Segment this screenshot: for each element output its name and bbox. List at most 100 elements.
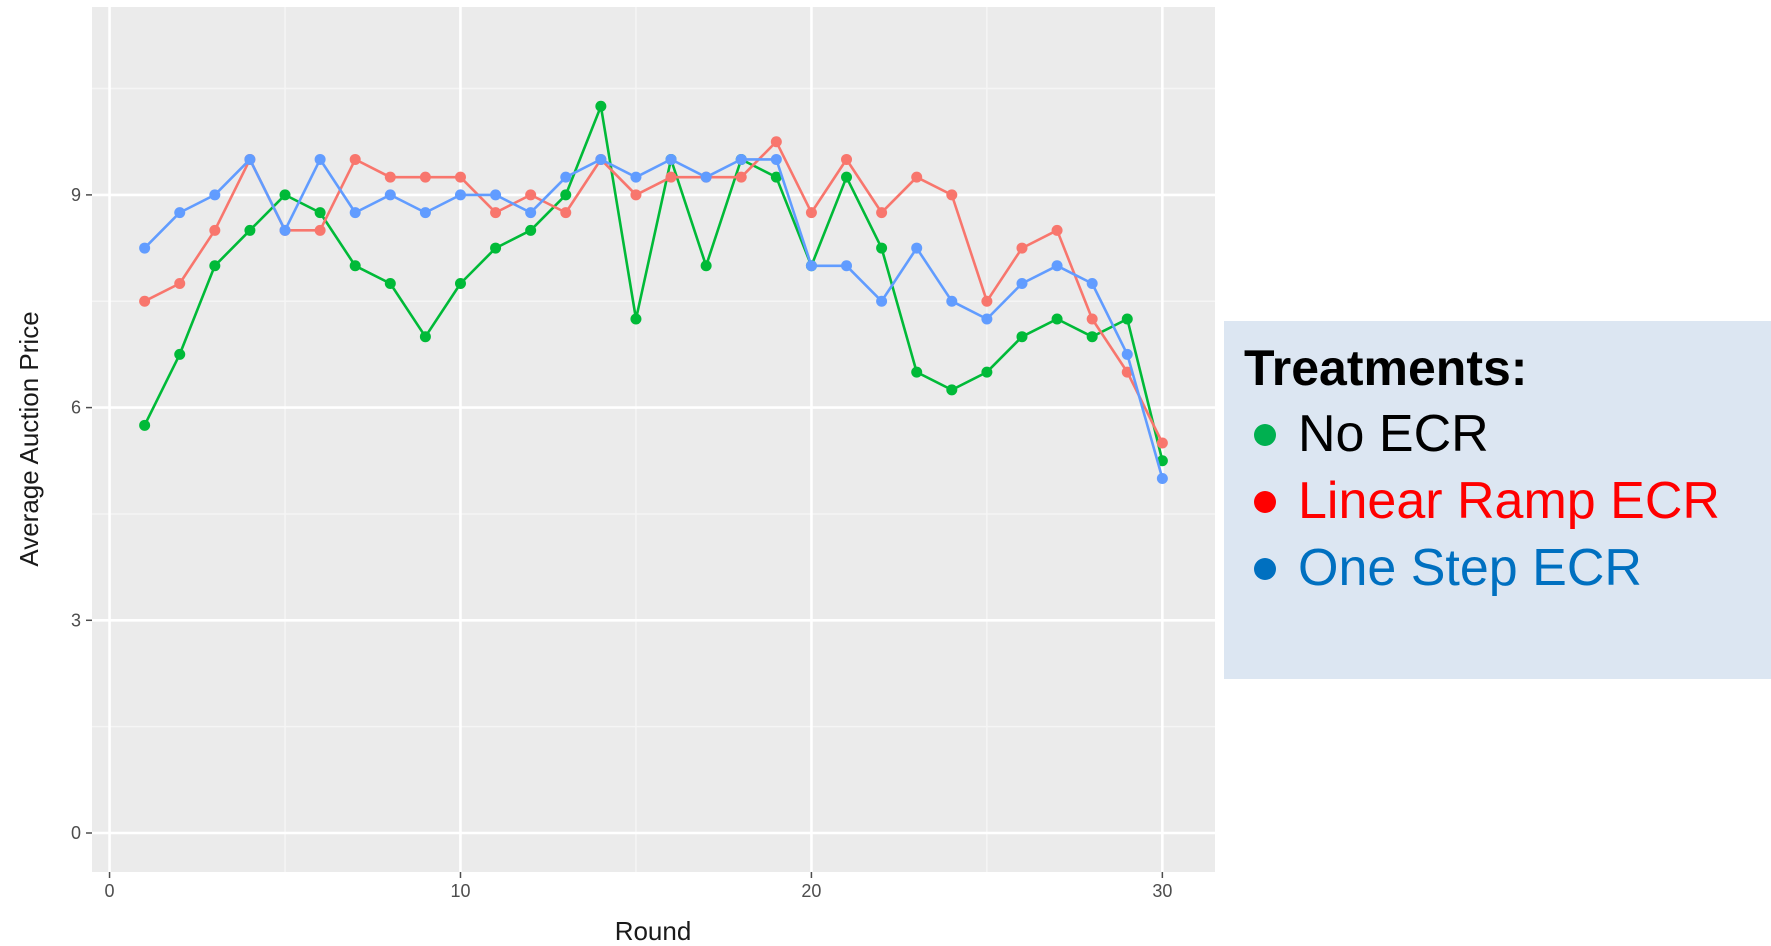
x-tick-label: 10 [450, 881, 470, 901]
legend-dot-no-ecr [1254, 423, 1276, 446]
x-tick-label: 30 [1152, 881, 1172, 901]
series-linear_ramp_ecr [139, 136, 1168, 449]
data-point-one_step_ecr [419, 207, 431, 219]
data-point-linear_ramp_ecr [630, 189, 642, 201]
data-point-no_ecr [981, 366, 993, 378]
legend-item-linear-ramp-ecr: Linear Ramp ECR [1244, 468, 1771, 535]
data-point-linear_ramp_ecr [1051, 224, 1063, 236]
data-point-no_ecr [560, 189, 572, 201]
legend-dot-linear-ramp-ecr [1254, 490, 1276, 513]
data-point-one_step_ecr [700, 171, 712, 183]
x-axis-title: Round [615, 916, 692, 946]
data-point-no_ecr [244, 224, 256, 236]
data-point-one_step_ecr [279, 224, 291, 236]
legend-item-one-step-ecr: One Step ECR [1244, 535, 1771, 602]
data-point-no_ecr [700, 260, 712, 272]
series-line-no_ecr [143, 105, 1164, 462]
data-point-linear_ramp_ecr [1086, 313, 1098, 325]
data-point-one_step_ecr [209, 189, 221, 201]
data-point-linear_ramp_ecr [1121, 366, 1133, 378]
data-point-linear_ramp_ecr [805, 207, 817, 219]
y-tick-label: 0 [71, 823, 81, 843]
data-point-no_ecr [1121, 313, 1133, 325]
plot-panel [92, 7, 1215, 872]
data-point-no_ecr [279, 189, 291, 201]
data-point-linear_ramp_ecr [911, 171, 923, 183]
data-point-linear_ramp_ecr [349, 153, 361, 165]
data-point-linear_ramp_ecr [981, 295, 993, 307]
data-point-one_step_ecr [490, 189, 502, 201]
data-point-one_step_ecr [1086, 278, 1098, 290]
data-point-one_step_ecr [630, 171, 642, 183]
series-layer [139, 100, 1168, 484]
data-point-one_step_ecr [349, 207, 361, 219]
data-point-no_ecr [630, 313, 642, 325]
y-axis-title: Average Auction Price [14, 311, 44, 566]
data-point-linear_ramp_ecr [1016, 242, 1028, 254]
legend-label-no-ecr: No ECR [1298, 405, 1489, 463]
data-point-no_ecr [1156, 455, 1168, 467]
axis-ticks: 0 10 20 30 0 3 6 9 [71, 185, 1172, 901]
data-point-one_step_ecr [244, 153, 256, 165]
legend-item-no-ecr: No ECR [1244, 401, 1771, 468]
data-point-one_step_ecr [314, 153, 326, 165]
data-point-one_step_ecr [1121, 348, 1133, 360]
data-point-one_step_ecr [1156, 472, 1168, 484]
data-point-no_ecr [314, 207, 326, 219]
series-line-linear_ramp_ecr [144, 140, 1164, 444]
data-point-linear_ramp_ecr [454, 171, 466, 183]
data-point-no_ecr [454, 278, 466, 290]
data-point-one_step_ecr [665, 153, 677, 165]
y-tick-label: 9 [71, 185, 81, 205]
data-point-no_ecr [1051, 313, 1063, 325]
data-point-linear_ramp_ecr [946, 189, 958, 201]
data-point-no_ecr [419, 331, 431, 343]
data-point-linear_ramp_ecr [314, 224, 326, 236]
data-point-one_step_ecr [735, 153, 747, 165]
data-point-no_ecr [595, 100, 607, 112]
data-point-one_step_ecr [560, 171, 572, 183]
data-point-linear_ramp_ecr [770, 136, 782, 148]
data-point-no_ecr [174, 348, 186, 360]
data-point-one_step_ecr [1016, 278, 1028, 290]
data-point-no_ecr [490, 242, 502, 254]
data-point-linear_ramp_ecr [419, 171, 431, 183]
data-point-no_ecr [946, 384, 958, 396]
data-point-linear_ramp_ecr [876, 207, 888, 219]
data-point-no_ecr [349, 260, 361, 272]
data-point-linear_ramp_ecr [139, 295, 151, 307]
legend-box: Treatments: No ECR Linear Ramp ECR One S… [1224, 321, 1771, 679]
data-point-one_step_ecr [174, 207, 186, 219]
x-tick-label: 0 [105, 881, 115, 901]
legend-label-linear-ramp-ecr: Linear Ramp ECR [1298, 472, 1720, 530]
data-point-linear_ramp_ecr [490, 207, 502, 219]
data-point-linear_ramp_ecr [1156, 437, 1168, 449]
data-point-linear_ramp_ecr [384, 171, 396, 183]
data-point-one_step_ecr [770, 153, 782, 165]
data-point-one_step_ecr [1051, 260, 1063, 272]
data-point-linear_ramp_ecr [174, 278, 186, 290]
data-point-one_step_ecr [139, 242, 151, 254]
data-point-one_step_ecr [876, 295, 888, 307]
data-point-linear_ramp_ecr [209, 224, 221, 236]
data-point-one_step_ecr [911, 242, 923, 254]
data-point-linear_ramp_ecr [841, 153, 853, 165]
data-point-no_ecr [209, 260, 221, 272]
data-point-linear_ramp_ecr [665, 171, 677, 183]
y-tick-label: 6 [71, 398, 81, 418]
data-point-no_ecr [841, 171, 853, 183]
data-point-linear_ramp_ecr [735, 171, 747, 183]
series-line-one_step_ecr [143, 158, 1164, 479]
data-point-one_step_ecr [595, 153, 607, 165]
data-point-one_step_ecr [946, 295, 958, 307]
data-point-one_step_ecr [384, 189, 396, 201]
data-point-one_step_ecr [981, 313, 993, 325]
legend-dot-one-step-ecr [1254, 557, 1276, 580]
data-point-no_ecr [1086, 331, 1098, 343]
data-point-no_ecr [770, 171, 782, 183]
data-point-one_step_ecr [454, 189, 466, 201]
data-point-no_ecr [911, 366, 923, 378]
data-point-no_ecr [876, 242, 888, 254]
data-point-linear_ramp_ecr [560, 207, 572, 219]
data-point-no_ecr [1016, 331, 1028, 343]
